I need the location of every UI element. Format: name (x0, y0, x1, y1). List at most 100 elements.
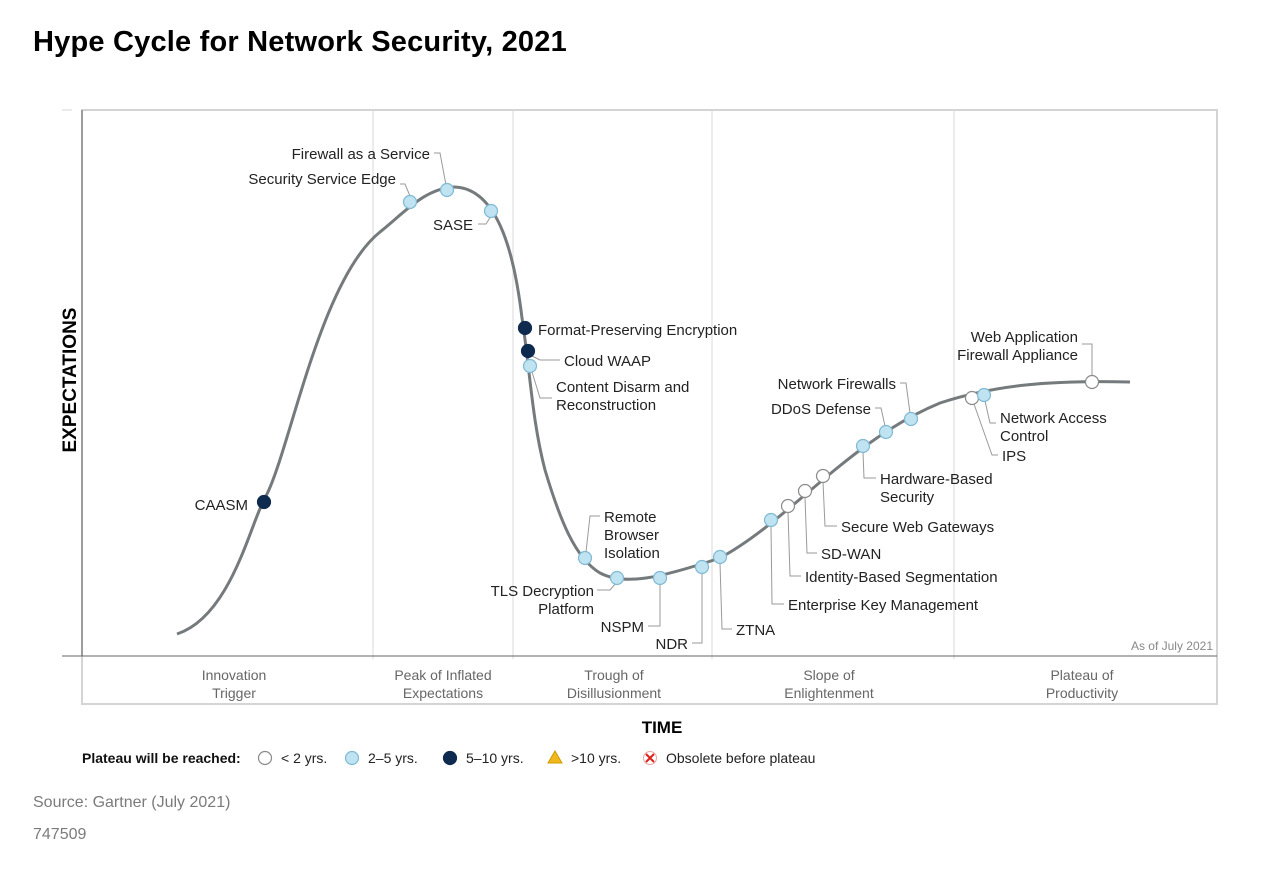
label-format-preserving-encryption: Format-Preserving Encryption (538, 322, 737, 339)
label-cloud-waap: Cloud WAAP (564, 353, 651, 370)
label-line: Cloud WAAP (564, 353, 651, 370)
legend-item-obsolete-x (645, 753, 655, 763)
phase-label-peak-of-inflated-expectations: Peak of Inflated Expectations (394, 667, 491, 701)
leader-line-ztna (719, 562, 732, 630)
label-line: DDoS Defense (771, 401, 871, 418)
marker-tls-decryption-platform[interactable] (609, 570, 625, 586)
label-content-disarm-and-reconstruction: Content Disarm and Reconstruction (556, 379, 689, 414)
label-sd-wan: SD-WAN (821, 546, 881, 563)
legend-title: Plateau will be reached: (82, 750, 241, 766)
label-line: NDR (656, 636, 689, 653)
label-identity-based-segmentation: Identity-Based Segmentation (805, 569, 998, 586)
legend-item-obsolete-label: Obsolete before plateau (666, 750, 815, 766)
label-line: Identity-Based Segmentation (805, 569, 998, 586)
label-line: Enterprise Key Management (788, 597, 979, 614)
marker-remote-browser-isolation[interactable] (577, 550, 593, 566)
marker-enterprise-key-management[interactable] (763, 512, 779, 528)
label-line: Platform (538, 601, 594, 618)
marker-security-service-edge[interactable] (402, 194, 418, 210)
x-axis-label: TIME (642, 718, 683, 737)
leader-line-security-service-edge (400, 183, 411, 197)
phase-label-line: Plateau of (1050, 667, 1113, 683)
label-line: Remote (604, 509, 657, 526)
label-ddos-defense: DDoS Defense (771, 401, 871, 418)
label-line: Control (1000, 428, 1048, 445)
label-line: IPS (1002, 448, 1026, 465)
label-line: NSPM (601, 619, 644, 636)
marker-web-application-firewall-appliance[interactable] (1084, 374, 1100, 390)
leader-line-network-firewalls (900, 382, 911, 414)
marker-secure-web-gateways[interactable] (815, 468, 831, 484)
legend-item-y5to10-symbol (442, 750, 458, 766)
label-caasm: CAASM (195, 497, 248, 514)
marker-ddos-defense[interactable] (878, 424, 894, 440)
label-ztna: ZTNA (736, 622, 775, 639)
label-line: Secure Web Gateways (841, 519, 994, 536)
label-line: Format-Preserving Encryption (538, 322, 737, 339)
legend-item-y2to5-symbol (344, 750, 360, 766)
leader-line-tls-decryption-platform (597, 582, 617, 591)
leader-line-sase (478, 215, 492, 225)
phase-label-innovation-trigger: Innovation Trigger (202, 667, 267, 701)
marker-firewall-as-a-service[interactable] (439, 182, 455, 198)
legend-item-lt2-symbol (257, 750, 273, 766)
marker-ips[interactable] (964, 390, 980, 406)
marker-ztna[interactable] (712, 549, 728, 565)
marker-sase[interactable] (483, 203, 499, 219)
label-web-application-firewall-appliance: Web Application Firewall Appliance (957, 329, 1078, 364)
leader-line-web-application-firewall-appliance (1082, 343, 1093, 376)
label-line: Network Firewalls (778, 376, 896, 393)
label-line: Network Access (1000, 410, 1107, 427)
label-hardware-based-security: Hardware-Based Security (880, 471, 993, 506)
source-note: Source: Gartner (July 2021) (33, 794, 231, 811)
chart-title: Hype Cycle for Network Security, 2021 (33, 26, 567, 58)
label-ips: IPS (1002, 448, 1026, 465)
label-line: ZTNA (736, 622, 775, 639)
label-sase: SASE (433, 217, 473, 234)
label-line: Security Service Edge (248, 171, 396, 188)
label-line: TLS Decryption (491, 583, 594, 600)
phase-label-slope-of-enlightenment: Slope of Enlightenment (784, 667, 874, 701)
marker-caasm[interactable] (256, 494, 272, 510)
marker-network-firewalls[interactable] (903, 411, 919, 427)
technology-markers (256, 182, 1100, 586)
marker-ndr[interactable] (694, 559, 710, 575)
leader-line-nspm (648, 584, 661, 627)
phase-label-line: Productivity (1046, 685, 1118, 701)
label-ndr: NDR (656, 636, 689, 653)
label-line: Hardware-Based (880, 471, 993, 488)
marker-format-preserving-encryption[interactable] (517, 320, 533, 336)
marker-cloud-waap[interactable] (520, 343, 536, 359)
label-network-firewalls: Network Firewalls (778, 376, 896, 393)
label-line: Web Application (971, 329, 1078, 346)
label-line: SD-WAN (821, 546, 881, 563)
leader-line-sd-wan (804, 496, 817, 554)
phase-label-line: Enlightenment (784, 685, 874, 701)
legend-item-gt10-symbol (547, 750, 563, 764)
marker-identity-based-segmentation[interactable] (780, 498, 796, 514)
leader-line-enterprise-key-management (770, 525, 784, 605)
leader-line-secure-web-gateways (822, 481, 837, 527)
leader-line-ips (973, 403, 998, 456)
phase-label-line: Trigger (212, 685, 256, 701)
label-line: Isolation (604, 545, 660, 562)
marker-network-access-control[interactable] (976, 387, 992, 403)
legend-item-y2to5-label: 2–5 yrs. (368, 750, 418, 766)
marker-hardware-based-security[interactable] (855, 438, 871, 454)
as-of-note: As of July 2021 (1131, 639, 1213, 653)
marker-content-disarm-and-reconstruction[interactable] (522, 358, 538, 374)
leader-line-hardware-based-security (862, 451, 876, 479)
label-line: SASE (433, 217, 473, 234)
marker-nspm[interactable] (652, 570, 668, 586)
label-line: Security (880, 489, 935, 506)
hype-curve (176, 185, 1131, 636)
phase-label-line: Expectations (403, 685, 483, 701)
leader-line-ddos-defense (875, 407, 886, 427)
label-line: CAASM (195, 497, 248, 514)
phase-labels: Innovation Trigger Peak of Inflated Expecta… (202, 667, 1118, 701)
y-axis-label: EXPECTATIONS (60, 308, 81, 453)
document-id: 747509 (33, 826, 87, 843)
phase-label-trough-of-disillusionment: Trough of Disillusionment (567, 667, 661, 701)
marker-sd-wan[interactable] (797, 483, 813, 499)
